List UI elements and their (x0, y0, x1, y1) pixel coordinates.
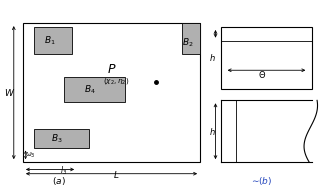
Bar (23, 23, 200, 162)
Text: $(\chi_2, \eta_2)$: $(\chi_2, \eta_2)$ (103, 76, 130, 86)
Bar (64, 77, 125, 102)
Text: $\omega_3$: $\omega_3$ (25, 151, 35, 160)
Text: $B_2$: $B_2$ (182, 36, 194, 49)
Bar (221, 27, 312, 89)
Text: $h$: $h$ (209, 52, 216, 63)
Text: $W$: $W$ (4, 87, 15, 98)
Bar (34, 129, 89, 148)
Text: $P$: $P$ (107, 63, 116, 76)
Text: $l_3$: $l_3$ (60, 165, 68, 177)
Text: $\sim\!\!(b)$: $\sim\!\!(b)$ (250, 175, 272, 187)
Bar (182, 23, 200, 54)
Text: $B_4$: $B_4$ (84, 84, 96, 96)
Text: $L$: $L$ (113, 169, 120, 180)
Bar (34, 27, 72, 54)
Text: $\Theta$: $\Theta$ (258, 69, 266, 80)
Text: $(a)$: $(a)$ (52, 175, 66, 187)
Text: $B_1$: $B_1$ (44, 35, 56, 47)
Text: $B_3$: $B_3$ (51, 133, 62, 145)
Text: $h$: $h$ (209, 126, 216, 137)
